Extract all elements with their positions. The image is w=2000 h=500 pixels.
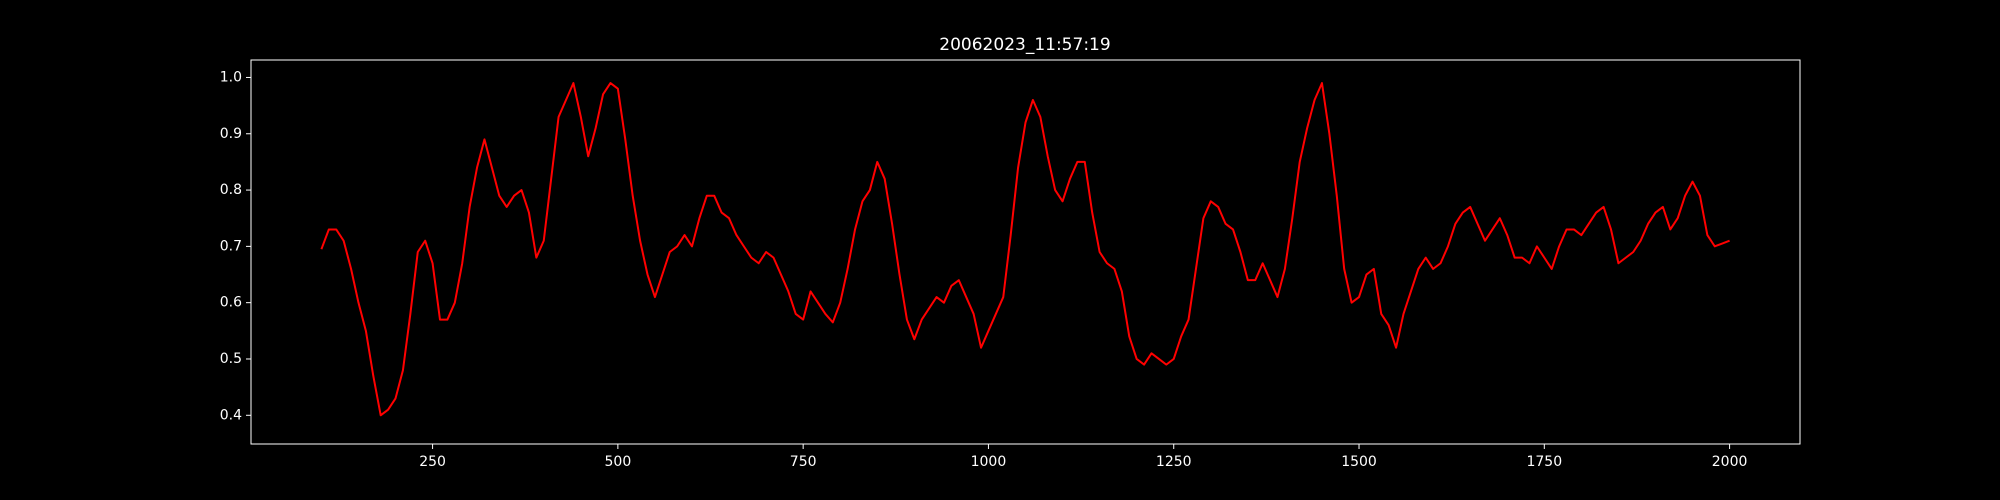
x-tick-label: 1750: [1526, 454, 1562, 470]
x-tick-label: 2000: [1712, 454, 1748, 470]
y-tick-label: 0.6: [220, 295, 242, 311]
y-tick-label: 0.8: [220, 182, 242, 198]
axes-frame: [250, 59, 1801, 445]
y-tick-label: 0.7: [220, 238, 242, 254]
data-line: [320, 82, 1730, 417]
x-tick-label: 1000: [971, 454, 1007, 470]
x-tick-label: 250: [419, 454, 446, 470]
x-tick-label: 750: [790, 454, 817, 470]
chart-title: 20062023_11:57:19: [939, 35, 1110, 55]
x-tick-label: 1250: [1156, 454, 1192, 470]
y-tick-label: 0.5: [220, 351, 242, 367]
x-tick-label: 1500: [1341, 454, 1377, 470]
y-tick-label: 0.4: [220, 407, 242, 423]
y-tick-label: 1.0: [220, 69, 242, 85]
x-tick-label: 500: [605, 454, 632, 470]
y-tick-label: 0.9: [220, 126, 242, 142]
